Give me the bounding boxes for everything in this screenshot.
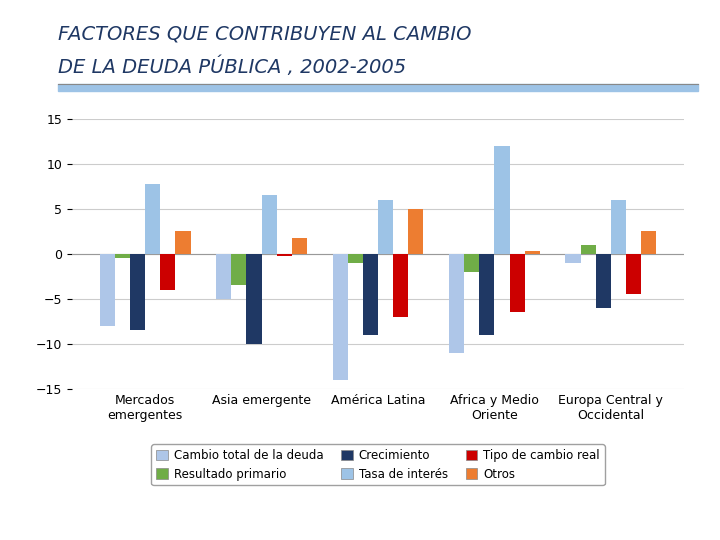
Bar	[525, 251, 540, 254]
Bar	[333, 254, 348, 380]
Bar	[115, 254, 130, 258]
Bar	[611, 200, 626, 254]
Bar	[565, 254, 580, 263]
Bar	[595, 254, 611, 308]
FancyBboxPatch shape	[58, 84, 698, 91]
Bar	[161, 254, 176, 290]
Bar	[348, 254, 363, 263]
Bar	[246, 254, 261, 344]
Bar	[100, 254, 115, 326]
Bar	[408, 209, 423, 254]
Bar	[231, 254, 246, 285]
Text: FACTORES QUE CONTRIBUYEN AL CAMBIO: FACTORES QUE CONTRIBUYEN AL CAMBIO	[58, 24, 471, 43]
Bar	[130, 254, 145, 330]
Bar	[378, 200, 393, 254]
Bar	[580, 245, 595, 254]
Bar	[393, 254, 408, 317]
Legend: Cambio total de la deuda, Resultado primario, Crecimiento, Tasa de interés, Tipo: Cambio total de la deuda, Resultado prim…	[151, 444, 605, 485]
Bar	[641, 231, 656, 254]
Bar	[276, 254, 292, 256]
Text: DE LA DEUDA PÚBLICA , 2002-2005: DE LA DEUDA PÚBLICA , 2002-2005	[58, 57, 406, 77]
Bar	[363, 254, 378, 335]
Bar	[510, 254, 525, 312]
Bar	[464, 254, 480, 272]
Bar	[495, 146, 510, 254]
Bar	[480, 254, 495, 335]
Bar	[176, 231, 191, 254]
Bar	[216, 254, 231, 299]
Bar	[626, 254, 641, 294]
Bar	[292, 238, 307, 254]
Bar	[145, 185, 161, 254]
Bar	[261, 195, 276, 254]
Bar	[449, 254, 464, 353]
